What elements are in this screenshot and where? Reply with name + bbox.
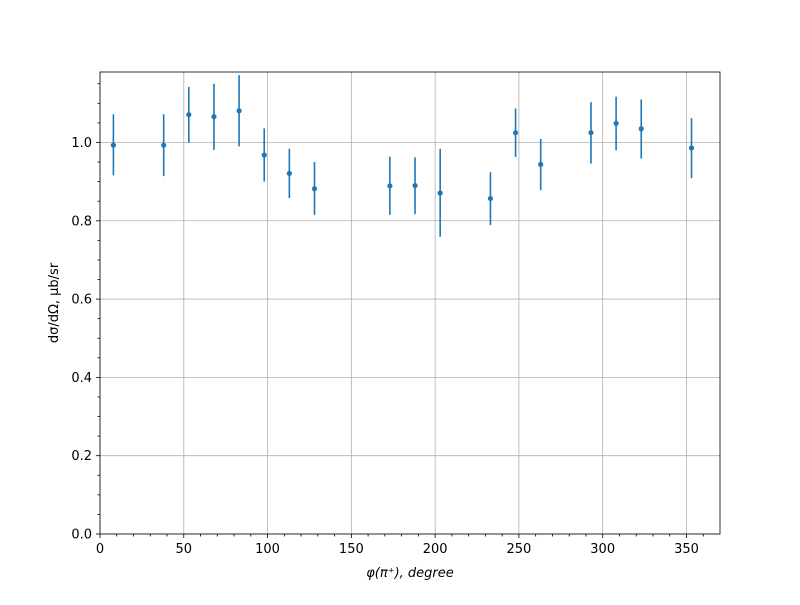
- grid: [99, 72, 720, 535]
- y-tick-label: 0.8: [71, 214, 92, 229]
- data-point: [538, 161, 544, 167]
- x-tick-label: 250: [507, 542, 532, 557]
- x-tick-label: 150: [339, 542, 364, 557]
- x-tick-label: 300: [590, 542, 615, 557]
- data-point: [186, 112, 192, 118]
- data-point: [286, 170, 292, 177]
- y-tick-label: 0.4: [71, 371, 92, 386]
- x-tick-label: 0: [96, 542, 104, 557]
- y-tick-label: 0.2: [71, 449, 92, 464]
- data-point: [613, 120, 619, 126]
- plot-frame: [99, 71, 721, 535]
- x-tick-label: 50: [176, 542, 193, 557]
- ticks: 0 50 100 150 200 250 300 350 0.0 0.2 0.4 0.6 0.8 1.0: [71, 83, 704, 557]
- data-point: [487, 195, 494, 202]
- data-point: [512, 130, 519, 136]
- data-point: [311, 186, 318, 192]
- data-point: [161, 142, 167, 148]
- data-point: [387, 183, 393, 189]
- x-tick-label: 200: [423, 542, 448, 557]
- data-point: [638, 126, 644, 132]
- data-point: [588, 130, 594, 136]
- y-tick-label: 1.0: [71, 136, 92, 151]
- data-point: [261, 152, 267, 158]
- data-layer: [110, 75, 695, 237]
- data-point: [110, 142, 117, 148]
- data-point: [211, 114, 217, 120]
- data-point: [437, 190, 443, 196]
- x-tick-label: 100: [255, 542, 280, 557]
- data-point: [236, 108, 242, 114]
- y-tick-label: 0.0: [71, 528, 92, 543]
- y-axis-label: dσ/dΩ, μb/sr: [47, 262, 62, 343]
- x-axis-label: φ(π⁺), degree: [366, 566, 454, 581]
- x-tick-label: 350: [674, 542, 699, 557]
- y-tick-label: 0.6: [71, 293, 92, 308]
- data-point: [688, 145, 695, 151]
- data-point: [412, 182, 418, 189]
